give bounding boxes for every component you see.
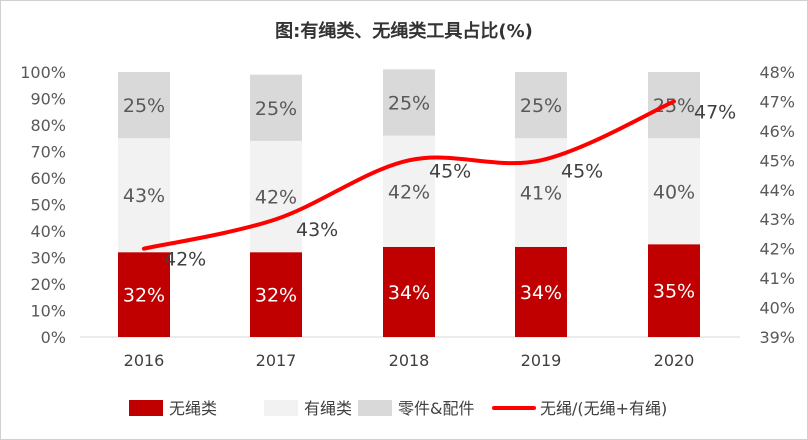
right-tick-label: 47% [759,92,795,111]
bar-segment [515,72,567,139]
bar-data-label: 34% [520,282,562,304]
chart-title: 图:有绳类、无绳类工具占比(%) [275,20,533,42]
left-tick-label: 80% [30,116,66,135]
bar-segment [250,252,302,337]
bar-data-label: 25% [653,95,695,117]
left-tick-label: 20% [30,275,66,294]
right-tick-label: 43% [759,210,795,229]
left-tick-label: 90% [30,90,66,109]
right-tick-label: 39% [759,328,795,347]
line-data-label: 47% [694,101,736,123]
left-tick-label: 10% [30,302,66,321]
line-data-label: 45% [561,160,603,182]
bar-data-label: 32% [255,285,297,307]
bar-data-label: 40% [653,181,695,203]
bar-data-label: 42% [388,181,430,203]
right-tick-label: 45% [759,151,795,170]
bar-data-label: 25% [123,95,165,117]
left-tick-label: 30% [30,249,66,268]
left-tick-label: 50% [30,196,66,215]
line-data-label: 42% [164,249,206,271]
bar-data-label: 25% [388,92,430,114]
category-label: 2017 [256,351,297,370]
bar-segment [118,138,170,253]
legend-label: 无绳/(无绳+有绳) [540,399,667,418]
legend-swatch [264,400,298,416]
bar-segment [383,69,435,136]
bar-segment [383,135,435,247]
right-tick-label: 44% [759,181,795,200]
left-tick-label: 70% [30,143,66,162]
bar-data-label: 25% [255,98,297,120]
left-axis: 0% 10% 20% 30% 40% 50% 60% 70% 80% 90% 100% [20,63,66,347]
bar-segment [118,252,170,337]
category-label: 2020 [654,351,695,370]
bar-data-label: 42% [255,187,297,209]
bar-data-label: 41% [520,183,562,205]
line-data-label: 43% [296,219,338,241]
bar-segment [383,246,435,337]
bar-segment [648,138,700,245]
category-label: 2018 [389,351,430,370]
left-tick-label: 100% [20,63,66,82]
category-label: 2019 [521,351,562,370]
bar-data-label: 35% [653,281,695,303]
right-axis: 39% 40% 41% 42% 43% 44% 45% 46% 47% 48% [759,63,795,347]
bar-segment [250,74,302,141]
left-tick-label: 60% [30,169,66,188]
right-tick-label: 41% [759,269,795,288]
bar-segment [118,72,170,139]
bar-data-label: 43% [123,185,165,207]
right-tick-label: 40% [759,299,795,318]
right-tick-label: 46% [759,122,795,141]
bar-segment [648,72,700,139]
bar-segment [648,244,700,337]
right-tick-label: 42% [759,240,795,259]
legend-label: 有绳类 [304,399,352,418]
bar-series: 32% 43% 25% 32% 42% 25% 34% 42% 25% 34% 41% 25% 35% 4… [80,69,740,338]
legend-swatch [358,400,392,416]
bar-segment [515,246,567,337]
legend-label: 零件&配件 [398,399,474,418]
bar-data-label: 32% [123,285,165,307]
bar-data-label: 25% [520,95,562,117]
bar-data-label: 34% [388,282,430,304]
line-data-label: 45% [429,160,471,182]
left-tick-label: 40% [30,222,66,241]
x-axis: 2016 2017 2018 2019 2020 [124,351,695,370]
legend-swatch [129,400,163,416]
left-tick-label: 0% [41,328,66,347]
legend-label: 无绳类 [169,399,217,418]
category-label: 2016 [124,351,165,370]
legend: 无绳类 有绳类 零件&配件 无绳/(无绳+有绳) [129,399,667,418]
bar-segment [250,140,302,253]
line-series: 42% 43% 45% 45% 47% [142,99,736,271]
right-tick-label: 48% [759,63,795,82]
